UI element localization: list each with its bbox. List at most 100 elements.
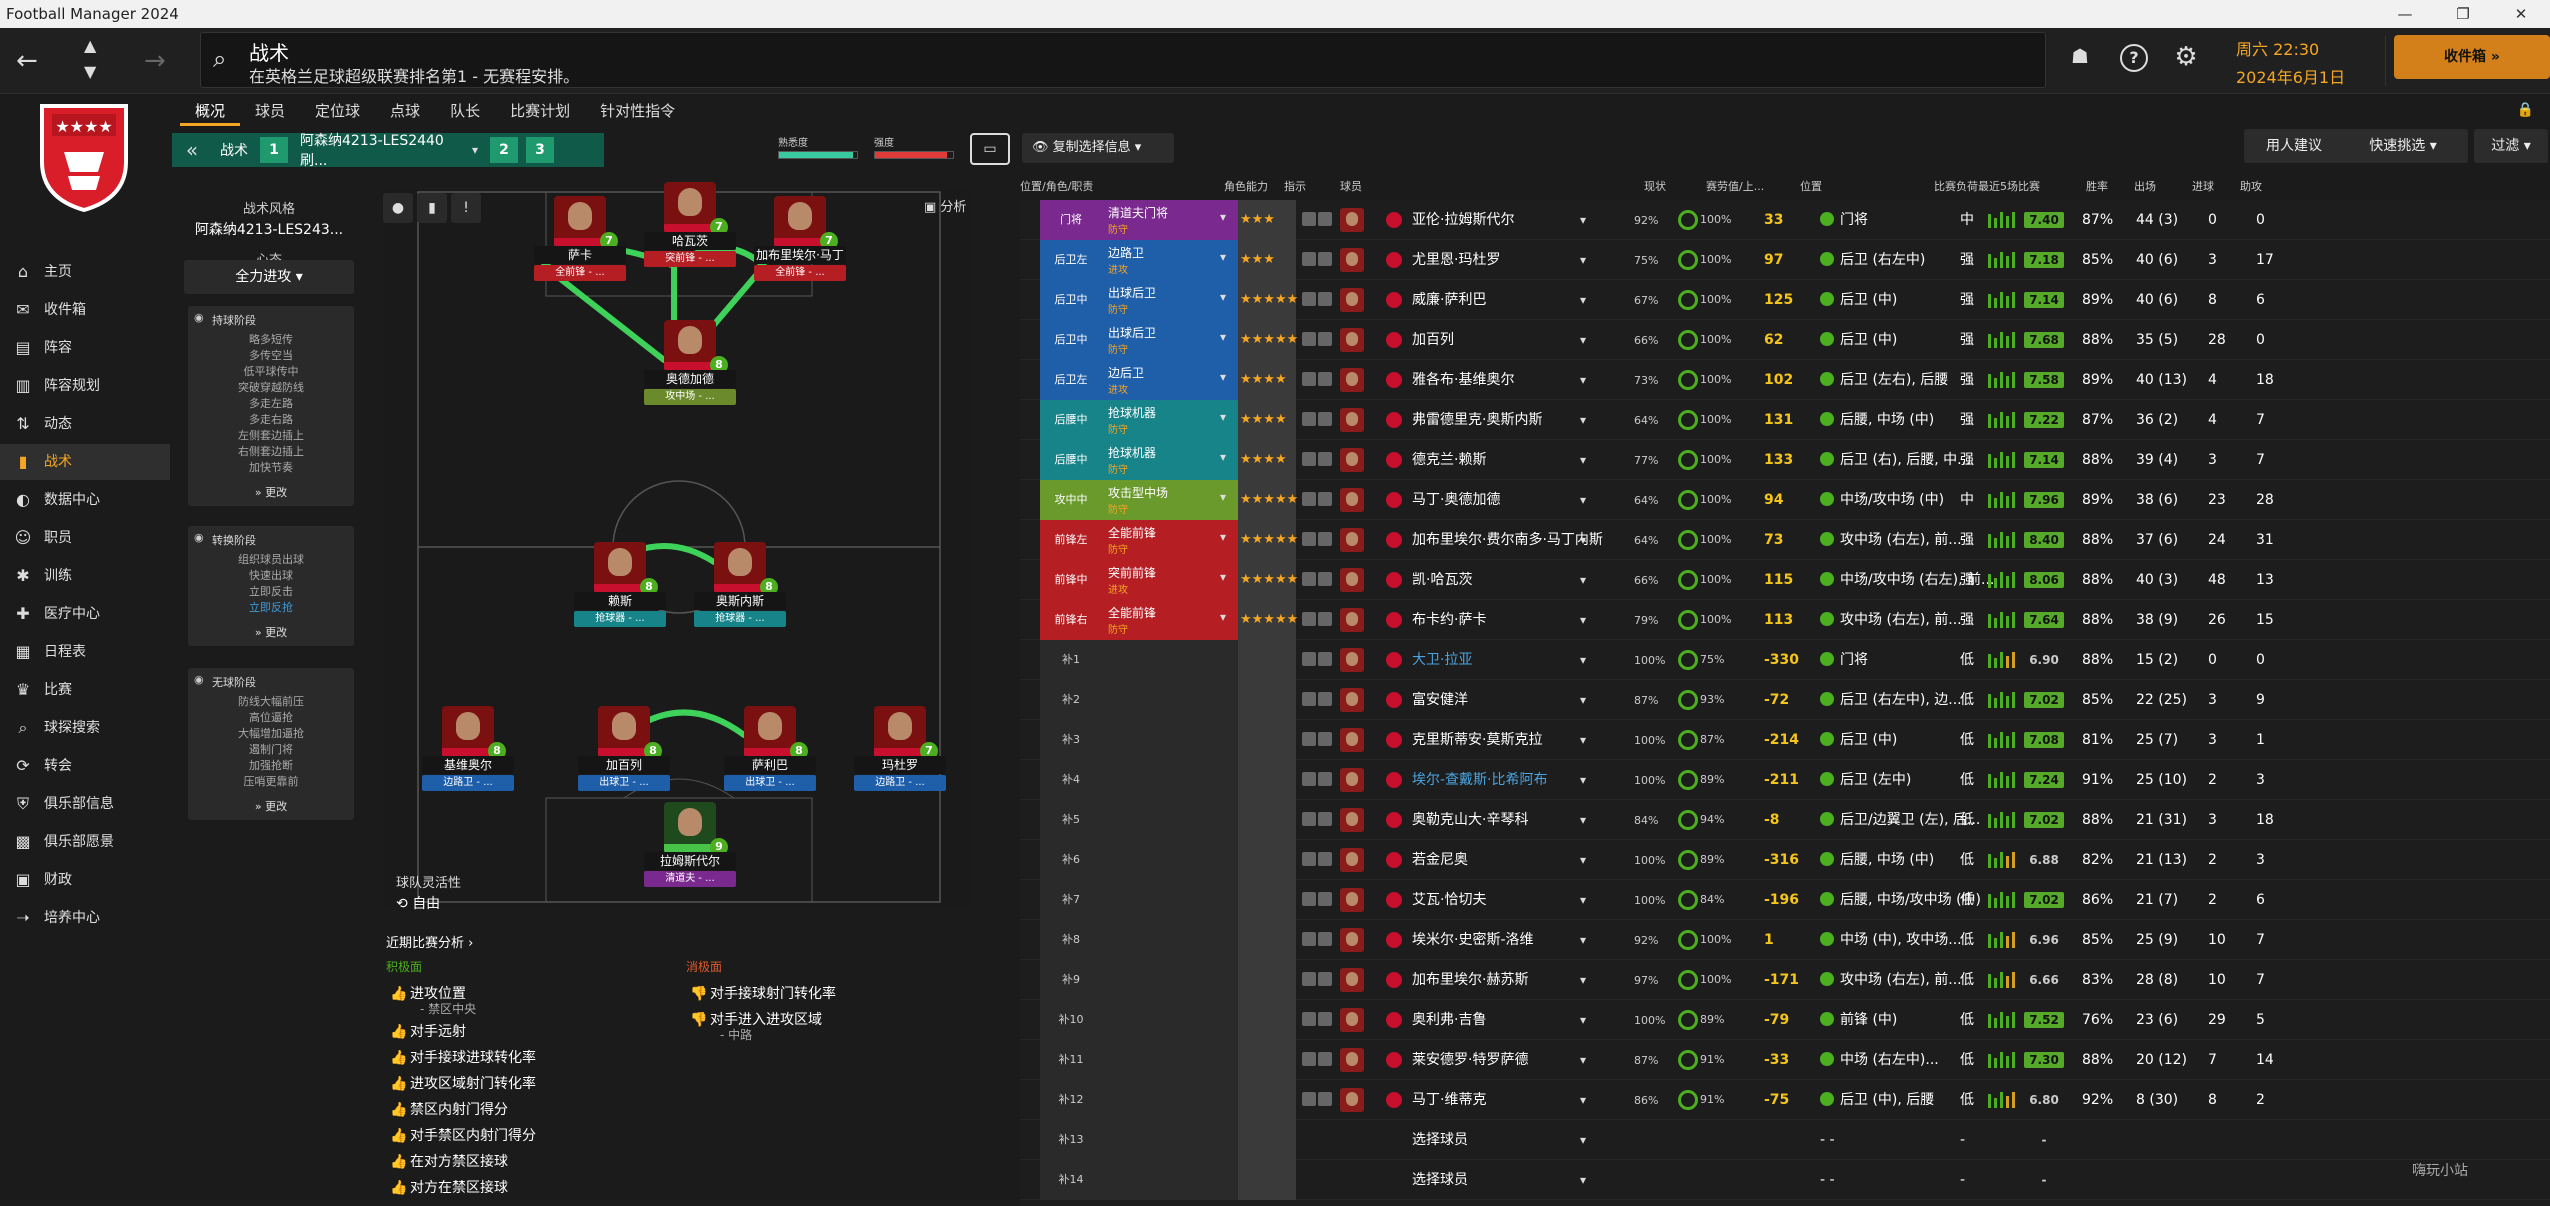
sidebar-item-12[interactable]: ⌕ 球探搜索 (0, 710, 170, 746)
instructions-icons[interactable] (1302, 412, 1338, 428)
tab-1[interactable]: 球员 (255, 102, 286, 120)
instructions-icons[interactable] (1302, 812, 1338, 828)
table-row[interactable]: 补11 莱安德罗·特罗萨德 ▾ 87% 91% -33 中场 (右左中)... 低 7.30 88… (1020, 1040, 2550, 1080)
suggest-button[interactable]: 用人建议 (2244, 129, 2344, 163)
role-cell[interactable]: 突前前锋 进攻 (1102, 560, 1238, 600)
player-name[interactable]: 埃尔-查戴斯·比希阿布 (1412, 772, 1548, 788)
player-role[interactable]: 全前锋 - ... (754, 265, 846, 281)
instructions-icons[interactable] (1302, 772, 1338, 788)
chevron-down-icon[interactable]: ▾ (1580, 333, 1587, 347)
player-name[interactable]: 哈瓦茨 (644, 232, 736, 250)
player-card[interactable]: 8 奥斯内斯 抢球器 - ... (684, 542, 794, 638)
recent-analysis-link[interactable]: 近期比赛分析 › (386, 936, 474, 951)
table-row[interactable]: 补12 马丁·维蒂克 ▾ 86% 91% -75 后卫 (中), 后腰 低 6.80 92% 8 (… (1020, 1080, 2550, 1120)
instructions-icons[interactable] (1302, 532, 1338, 548)
continue-button[interactable]: 收件箱 » (2394, 35, 2550, 79)
tab-0[interactable]: 概况 (180, 96, 241, 126)
player-card[interactable]: 8 萨利巴 出球卫 - ... (714, 706, 824, 802)
tactic-slot-2[interactable]: 2 (490, 137, 519, 163)
instructions-icons[interactable] (1302, 972, 1338, 988)
player-role[interactable]: 出球卫 - ... (724, 775, 816, 791)
table-row[interactable]: 补14 选择球员 ▾ - - - - (1020, 1160, 2550, 1200)
restore-icon[interactable]: ❐ (2456, 5, 2470, 23)
minimize-icon[interactable]: — (2397, 5, 2413, 23)
player-name[interactable]: 奥勒克山大·辛琴科 (1412, 812, 1529, 828)
chevron-down-icon[interactable]: ▾ (472, 143, 479, 157)
player-name[interactable]: 大卫·拉亚 (1412, 652, 1473, 668)
position-cell[interactable]: 补13 (1040, 1120, 1102, 1160)
chevron-down-icon[interactable]: ▾ (1580, 293, 1587, 307)
instructions-icons[interactable] (1302, 332, 1338, 348)
brain-icon[interactable]: ☗ (2071, 44, 2089, 68)
player-role[interactable]: 全前锋 - ... (534, 265, 626, 281)
tab-3[interactable]: 点球 (390, 102, 421, 120)
player-name[interactable]: 奥斯内斯 (694, 592, 786, 610)
table-row[interactable]: 补10 奥利弗·吉鲁 ▾ 100% 89% -79 前锋 (中) 低 7.52 76% 23 (6)… (1020, 1000, 2550, 1040)
chevron-down-icon[interactable]: ▾ (1580, 1013, 1587, 1027)
person-icon[interactable]: ● (383, 193, 413, 223)
table-row[interactable]: 补4 埃尔-查戴斯·比希阿布 ▾ 100% 89% -211 后卫 (左中) 低 7.24 91%… (1020, 760, 2550, 800)
position-cell[interactable]: 前锋中 (1040, 560, 1102, 600)
position-cell[interactable]: 后卫中 (1040, 320, 1102, 360)
role-cell[interactable] (1102, 1160, 1238, 1200)
position-cell[interactable]: 前锋右 (1040, 600, 1102, 640)
player-name[interactable]: 奥利弗·吉鲁 (1412, 1012, 1487, 1028)
player-name[interactable]: 若金尼奥 (1412, 852, 1468, 868)
chevron-down-icon[interactable]: ▾ (1580, 1173, 1587, 1187)
sidebar-item-5[interactable]: ▮ 战术 (0, 444, 170, 480)
chevron-down-icon[interactable]: ▾ (1220, 570, 1227, 584)
instructions-icons[interactable] (1302, 292, 1338, 308)
table-row[interactable]: 后腰中 抢球机器 防守 ▾ ★★★★ 弗雷德里克·奥斯内斯 ▾ 64% 100% 131 后腰, 中… (1020, 400, 2550, 440)
position-cell[interactable]: 补4 (1040, 760, 1102, 800)
player-role[interactable]: 抢球器 - ... (574, 611, 666, 627)
sidebar-item-3[interactable]: ▥ 阵容规划 (0, 368, 170, 404)
player-name[interactable]: 选择球员 (1412, 1172, 1468, 1188)
tab-5[interactable]: 比赛计划 (510, 102, 571, 120)
lock-icon[interactable]: 🔒 (2516, 102, 2534, 118)
chevron-down-icon[interactable]: ▾ (1580, 253, 1587, 267)
column-header-5[interactable]: 赛劳值/上... (1706, 180, 1765, 193)
instructions-icons[interactable] (1302, 892, 1338, 908)
player-role[interactable]: 抢球器 - ... (694, 611, 786, 627)
chevron-down-icon[interactable]: ▾ (1580, 973, 1587, 987)
chevron-down-icon[interactable]: ▾ (1580, 1133, 1587, 1147)
instructions-icons[interactable] (1302, 932, 1338, 948)
position-cell[interactable]: 补11 (1040, 1040, 1102, 1080)
table-row[interactable]: 补8 埃米尔·史密斯-洛维 ▾ 92% 100% 1 中场 (中), 攻中场... 低 6.96… (1020, 920, 2550, 960)
position-cell[interactable]: 后卫左 (1040, 360, 1102, 400)
player-card[interactable]: 7 玛杜罗 边路卫 - ... (844, 706, 954, 802)
instructions-icons[interactable] (1302, 492, 1338, 508)
player-name[interactable]: 赖斯 (574, 592, 666, 610)
chevron-down-icon[interactable]: ▾ (1580, 853, 1587, 867)
instructions-icons[interactable] (1302, 372, 1338, 388)
chevron-down-icon[interactable]: ▾ (1580, 1093, 1587, 1107)
role-cell[interactable] (1102, 1000, 1238, 1040)
role-cell[interactable] (1102, 1080, 1238, 1120)
role-cell[interactable] (1102, 1120, 1238, 1160)
position-cell[interactable]: 补7 (1040, 880, 1102, 920)
forward-icon[interactable]: → (144, 46, 166, 76)
instructions-icons[interactable] (1302, 252, 1338, 268)
column-header-12[interactable]: 助攻 (2240, 180, 2262, 193)
role-cell[interactable] (1102, 920, 1238, 960)
instructions-icons[interactable] (1302, 452, 1338, 468)
player-name[interactable]: 威廉·萨利巴 (1412, 292, 1487, 308)
change-button[interactable]: » 更改 (254, 486, 288, 499)
player-name[interactable]: 加百列 (1412, 332, 1454, 348)
instructions-icons[interactable] (1302, 1012, 1338, 1028)
player-name[interactable]: 德克兰·赖斯 (1412, 452, 1487, 468)
player-name[interactable]: 加百列 (578, 756, 670, 774)
instructions-icons[interactable] (1302, 852, 1338, 868)
player-name[interactable]: 马丁·维蒂克 (1412, 1092, 1487, 1108)
chevron-down-icon[interactable]: ▾ (1580, 693, 1587, 707)
role-cell[interactable] (1102, 840, 1238, 880)
table-row[interactable]: 补1 大卫·拉亚 ▾ 100% 75% -330 门将 低 6.90 88% 15 (2) 0 0 (1020, 640, 2550, 680)
sidebar-item-2[interactable]: ▤ 阵容 (0, 330, 170, 366)
role-cell[interactable] (1102, 880, 1238, 920)
table-row[interactable]: 补3 克里斯蒂安·莫斯克拉 ▾ 100% 87% -214 后卫 (中) 低 7.08 81% 25… (1020, 720, 2550, 760)
role-cell[interactable]: 出球后卫 防守 (1102, 320, 1238, 360)
close-icon[interactable]: ✕ (2514, 5, 2528, 23)
sidebar-item-6[interactable]: ◐ 数据中心 (0, 482, 170, 518)
column-header-10[interactable]: 出场 (2134, 180, 2156, 193)
